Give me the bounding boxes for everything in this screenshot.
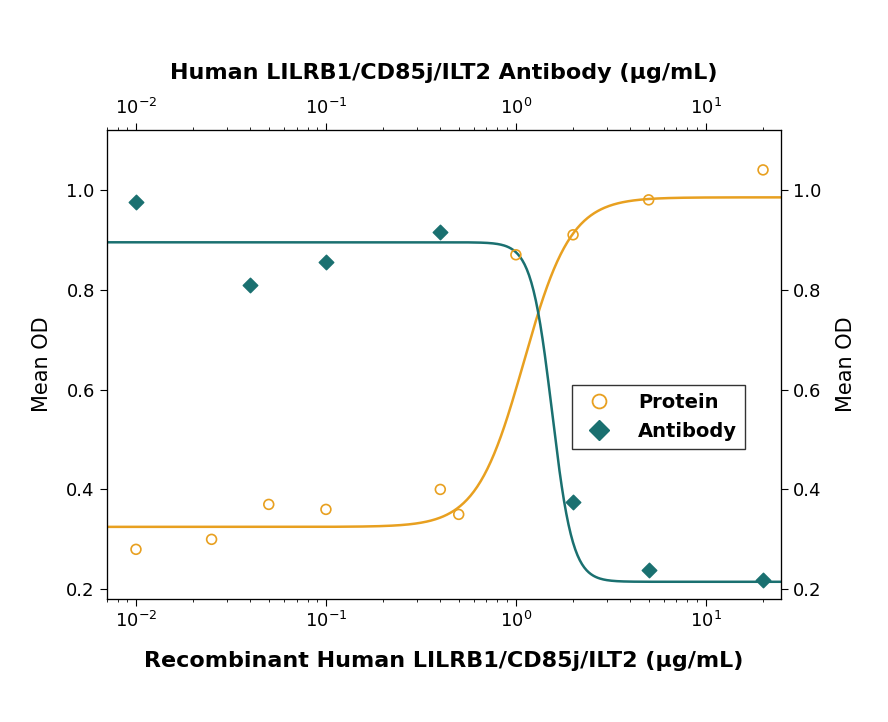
Point [129,544,143,555]
Point [566,229,580,240]
X-axis label: Recombinant Human LILRB1/CD85j/ILT2 (μg/mL): Recombinant Human LILRB1/CD85j/ILT2 (μg/… [145,651,743,671]
Point [756,164,770,175]
Point [433,227,448,238]
Point [566,496,580,508]
Point [433,484,448,495]
Point [319,504,333,516]
Point [641,565,655,576]
Point [204,534,218,545]
Y-axis label: Mean OD: Mean OD [836,317,856,412]
Point [509,249,523,261]
Point [756,575,770,586]
Point [641,194,655,206]
Legend: Protein, Antibody: Protein, Antibody [572,386,745,449]
X-axis label: Human LILRB1/CD85j/ILT2 Antibody (μg/mL): Human LILRB1/CD85j/ILT2 Antibody (μg/mL) [170,63,718,82]
Point [129,196,143,208]
Point [262,499,276,510]
Y-axis label: Mean OD: Mean OD [32,317,52,412]
Point [319,256,333,268]
Point [243,279,258,290]
Point [452,508,466,520]
